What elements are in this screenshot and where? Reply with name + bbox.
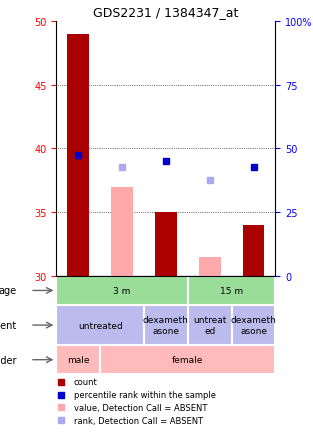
Text: untreated: untreated <box>78 321 122 330</box>
Text: gender: gender <box>0 355 17 365</box>
Text: value, Detection Call = ABSENT: value, Detection Call = ABSENT <box>74 403 207 412</box>
Text: 3 m: 3 m <box>113 286 131 295</box>
Bar <box>155 213 177 276</box>
Text: dexameth
asone: dexameth asone <box>143 316 189 335</box>
FancyBboxPatch shape <box>188 276 275 306</box>
FancyBboxPatch shape <box>232 306 275 345</box>
Text: female: female <box>172 355 203 365</box>
Text: untreat
ed: untreat ed <box>193 316 226 335</box>
Text: dexameth
asone: dexameth asone <box>231 316 276 335</box>
Text: count: count <box>74 378 98 387</box>
Text: age: age <box>0 286 17 296</box>
Bar <box>243 225 264 276</box>
Text: male: male <box>67 355 90 365</box>
Text: rank, Detection Call = ABSENT: rank, Detection Call = ABSENT <box>74 416 203 425</box>
Bar <box>67 34 89 276</box>
Title: GDS2231 / 1384347_at: GDS2231 / 1384347_at <box>93 6 239 19</box>
Bar <box>111 187 133 276</box>
FancyBboxPatch shape <box>188 306 232 345</box>
FancyBboxPatch shape <box>100 345 275 375</box>
Text: agent: agent <box>0 320 17 330</box>
Text: percentile rank within the sample: percentile rank within the sample <box>74 390 216 399</box>
FancyBboxPatch shape <box>56 306 144 345</box>
FancyBboxPatch shape <box>56 345 100 375</box>
Text: 15 m: 15 m <box>220 286 243 295</box>
Bar <box>199 257 221 276</box>
FancyBboxPatch shape <box>144 306 188 345</box>
FancyBboxPatch shape <box>56 276 188 306</box>
